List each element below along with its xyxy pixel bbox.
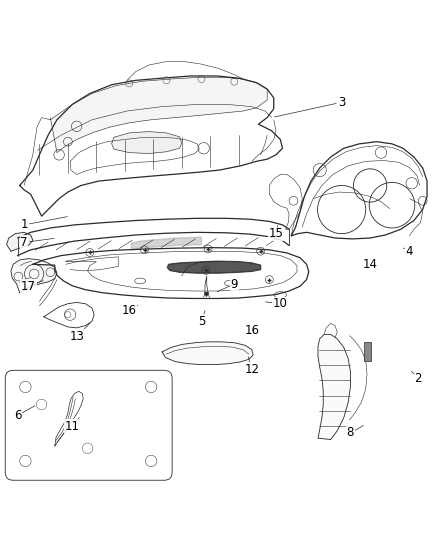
Text: 7: 7 (20, 236, 28, 249)
Polygon shape (131, 237, 201, 251)
Polygon shape (162, 342, 253, 365)
Text: 16: 16 (122, 304, 137, 317)
Bar (364, 342, 371, 361)
Text: 6: 6 (14, 409, 21, 422)
Text: 14: 14 (363, 258, 378, 271)
Text: 12: 12 (244, 363, 259, 376)
Text: 10: 10 (273, 297, 288, 310)
Text: 3: 3 (338, 96, 345, 109)
Text: 16: 16 (244, 324, 259, 336)
Text: 4: 4 (406, 245, 413, 257)
Text: 8: 8 (347, 426, 354, 439)
Text: 13: 13 (69, 330, 84, 343)
Text: 2: 2 (414, 372, 422, 385)
Polygon shape (50, 77, 267, 152)
Text: 5: 5 (198, 315, 205, 328)
Polygon shape (7, 232, 33, 251)
Text: 17: 17 (21, 280, 36, 293)
Polygon shape (167, 261, 261, 273)
FancyBboxPatch shape (5, 370, 172, 480)
Text: 1: 1 (20, 219, 28, 231)
Text: 9: 9 (230, 278, 238, 290)
Text: 15: 15 (268, 227, 283, 240)
Polygon shape (11, 259, 57, 293)
Polygon shape (318, 334, 350, 440)
Text: 11: 11 (65, 420, 80, 433)
Polygon shape (112, 132, 182, 154)
